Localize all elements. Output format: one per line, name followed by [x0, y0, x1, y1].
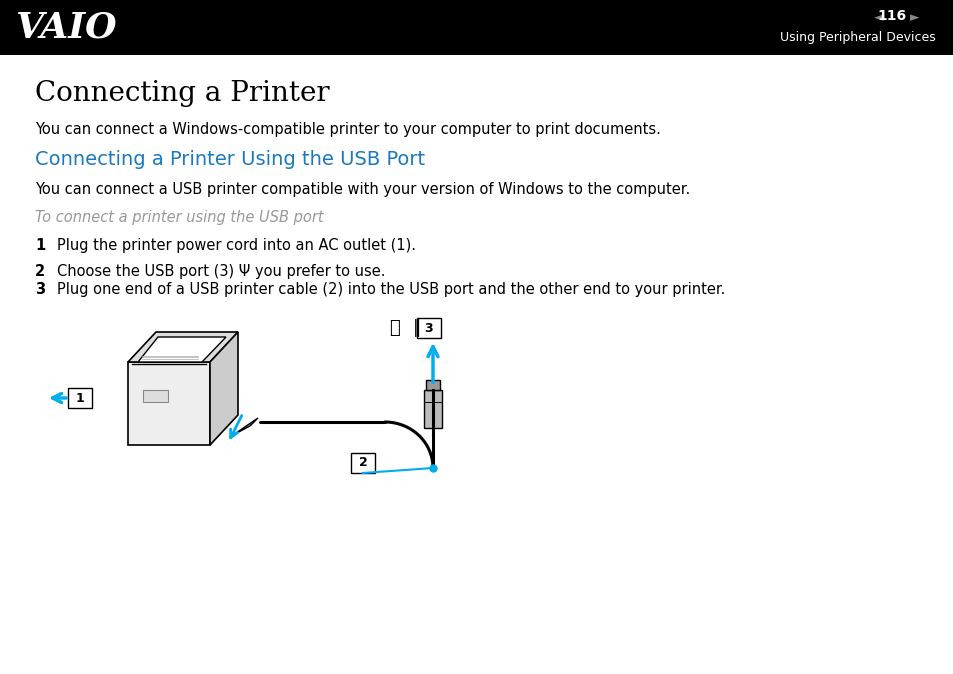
Polygon shape [128, 362, 210, 445]
Text: Connecting a Printer: Connecting a Printer [35, 80, 330, 107]
Text: VAIO: VAIO [15, 10, 116, 44]
Polygon shape [138, 337, 226, 362]
Bar [423, 390, 441, 428]
Text: ◄: ◄ [873, 11, 882, 24]
Bar [143, 390, 168, 402]
Text: 3: 3 [424, 321, 433, 334]
Text: Using Peripheral Devices: Using Peripheral Devices [780, 32, 935, 44]
Text: ⨰: ⨰ [389, 319, 400, 337]
Polygon shape [233, 418, 257, 435]
Text: 2: 2 [358, 456, 367, 470]
Bar [68, 388, 91, 408]
Text: 116: 116 [877, 9, 905, 23]
Text: Plug the printer power cord into an AC outlet (1).: Plug the printer power cord into an AC o… [57, 238, 416, 253]
Text: You can connect a USB printer compatible with your version of Windows to the com: You can connect a USB printer compatible… [35, 182, 690, 197]
Polygon shape [128, 332, 237, 362]
Text: Connecting a Printer Using the USB Port: Connecting a Printer Using the USB Port [35, 150, 425, 169]
Text: To connect a printer using the USB port: To connect a printer using the USB port [35, 210, 323, 225]
Bar [0, 0, 953, 55]
Polygon shape [210, 332, 237, 445]
Bar [351, 453, 375, 473]
Text: ►: ► [909, 11, 919, 24]
Text: 1: 1 [75, 392, 84, 404]
Text: ‖: ‖ [413, 319, 420, 337]
Text: You can connect a Windows-compatible printer to your computer to print documents: You can connect a Windows-compatible pri… [35, 122, 660, 137]
Text: Choose the USB port (3) Ψ you prefer to use.: Choose the USB port (3) Ψ you prefer to … [57, 264, 385, 279]
Text: Plug one end of a USB printer cable (2) into the USB port and the other end to y: Plug one end of a USB printer cable (2) … [57, 282, 724, 297]
Text: 1: 1 [35, 238, 45, 253]
Text: 2: 2 [35, 264, 45, 279]
Text: 3: 3 [35, 282, 45, 297]
Bar [416, 318, 440, 338]
Bar [426, 380, 439, 390]
